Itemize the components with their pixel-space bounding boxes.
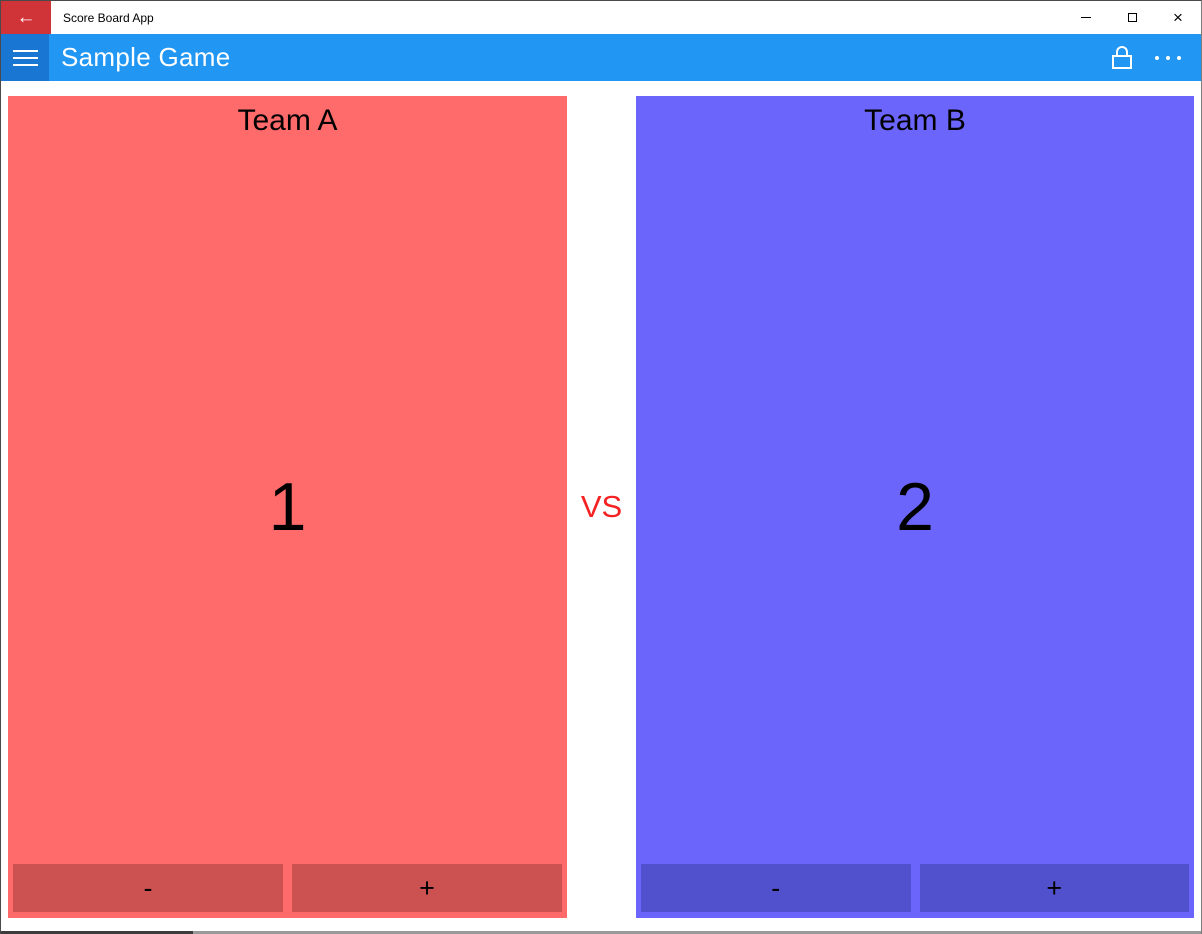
ellipsis-icon bbox=[1155, 55, 1181, 60]
team-a-panel: Team A 1 - + bbox=[8, 96, 567, 918]
team-b-score: 2 bbox=[896, 469, 934, 545]
team-b-panel: Team B 2 - + bbox=[636, 96, 1194, 918]
close-icon: × bbox=[1173, 8, 1183, 27]
appbar-actions bbox=[1099, 34, 1191, 81]
vs-container: VS bbox=[567, 96, 636, 918]
minimize-button[interactable] bbox=[1063, 1, 1109, 34]
team-b-minus-button[interactable]: - bbox=[641, 864, 911, 912]
more-button[interactable] bbox=[1145, 34, 1191, 81]
window-controls: × bbox=[1063, 1, 1201, 34]
window-title: Score Board App bbox=[63, 10, 154, 25]
maximize-button[interactable] bbox=[1109, 1, 1155, 34]
scoreboard: Team A 1 - + VS Team B 2 - + bbox=[1, 81, 1201, 934]
back-arrow-icon: ← bbox=[16, 7, 36, 28]
maximize-icon bbox=[1127, 13, 1137, 22]
vs-label: VS bbox=[580, 489, 623, 524]
team-a-plus-button[interactable]: + bbox=[292, 864, 562, 912]
team-a-minus-button[interactable]: - bbox=[13, 864, 283, 912]
back-button[interactable]: ← bbox=[1, 1, 51, 34]
scrollbar-thumb[interactable] bbox=[1, 931, 193, 934]
horizontal-scrollbar[interactable] bbox=[1, 931, 1201, 934]
team-a-score: 1 bbox=[268, 469, 307, 545]
hamburger-menu-button[interactable] bbox=[1, 34, 49, 81]
appbar: Sample Game bbox=[1, 34, 1201, 81]
lock-button[interactable] bbox=[1099, 34, 1145, 81]
close-button[interactable]: × bbox=[1155, 1, 1201, 34]
lock-icon bbox=[1112, 46, 1132, 69]
team-a-name: Team A bbox=[237, 104, 338, 137]
team-b-plus-button[interactable]: + bbox=[919, 864, 1189, 912]
titlebar: ← Score Board App × bbox=[1, 1, 1201, 34]
minimize-icon bbox=[1081, 17, 1091, 18]
team-a-button-row: - + bbox=[8, 864, 567, 918]
page-title: Sample Game bbox=[61, 42, 231, 72]
hamburger-icon bbox=[12, 49, 38, 52]
team-b-button-row: - + bbox=[636, 864, 1194, 918]
team-b-name: Team B bbox=[864, 104, 966, 137]
